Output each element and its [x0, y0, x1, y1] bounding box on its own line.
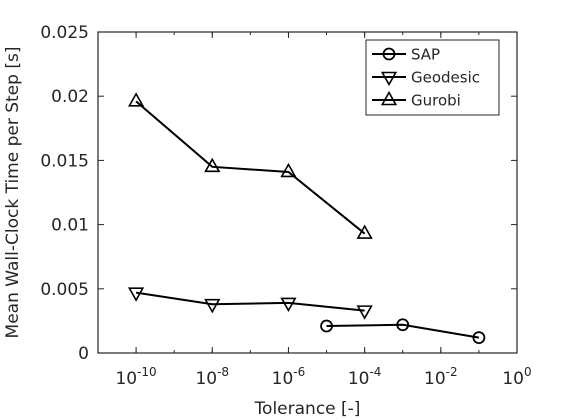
x-axis-label: Tolerance [-] — [254, 399, 361, 419]
y-tick-label: 0 — [78, 344, 89, 364]
legend-label: Geodesic — [411, 69, 480, 87]
y-tick-label: 0.02 — [51, 87, 89, 107]
legend-label: SAP — [411, 46, 440, 64]
x-tick-label: 10-8 — [195, 365, 229, 389]
y-tick-label: 0.01 — [51, 216, 89, 236]
x-tick-label: 10-6 — [272, 365, 306, 389]
x-tick-label: 10-10 — [115, 365, 156, 389]
y-tick-label: 0.005 — [40, 280, 89, 300]
x-tick-label: 10-4 — [348, 365, 382, 389]
y-axis-label: Mean Wall-Clock Time per Step [s] — [3, 47, 23, 339]
x-tick-label: 100 — [502, 365, 531, 389]
y-tick-label: 0.025 — [40, 23, 89, 43]
y-tick-label: 0.015 — [40, 151, 89, 171]
legend-label: Gurobi — [411, 92, 461, 110]
x-tick-label: 10-2 — [424, 365, 458, 389]
legend: SAP Geodesic Gurobi — [366, 40, 499, 115]
